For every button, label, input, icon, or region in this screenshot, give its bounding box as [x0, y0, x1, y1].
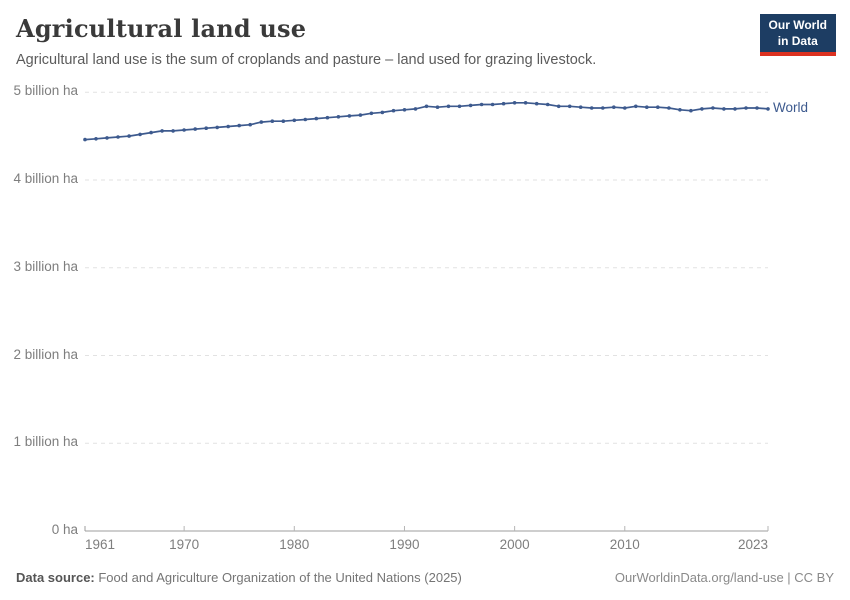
y-axis-tick-label: 4 billion ha — [13, 171, 78, 186]
y-axis-tick-label: 3 billion ha — [13, 258, 78, 274]
series-point — [193, 127, 197, 131]
series-point — [766, 107, 770, 111]
series-point — [589, 106, 594, 110]
series-point — [281, 119, 286, 123]
series-line-world — [84, 101, 769, 141]
series-point — [656, 105, 660, 109]
data-source-note: Data source: Food and Agriculture Organi… — [16, 570, 462, 585]
series-point — [105, 136, 109, 140]
series-point — [347, 114, 352, 118]
series-point — [116, 135, 120, 139]
series-point — [303, 117, 308, 122]
x-axis-tick-label: 1961 — [85, 537, 116, 552]
series-point — [623, 106, 627, 110]
series-point — [634, 104, 638, 109]
series-point — [380, 110, 385, 115]
series-point — [678, 108, 682, 112]
y-axis-tick-label: 5 billion ha — [13, 83, 78, 99]
series-point — [722, 107, 726, 111]
series-point — [402, 108, 407, 112]
series-point — [468, 103, 473, 108]
series-point — [138, 132, 142, 137]
series-point — [457, 104, 462, 109]
series-point — [479, 102, 484, 107]
series-point — [237, 123, 241, 128]
series-point — [578, 105, 583, 109]
chart-subtitle: Agricultural land use is the sum of crop… — [16, 52, 597, 68]
x-axis-tick-label: 2010 — [609, 537, 640, 552]
series-point — [83, 137, 87, 142]
series-point — [545, 102, 550, 107]
license-link[interactable]: OurWorldinData.org/land-use | CC BY — [614, 570, 834, 585]
series-point — [744, 106, 748, 110]
owid-logo: Our World in Data — [759, 14, 836, 57]
x-axis-tick-label: 2023 — [737, 537, 768, 552]
page-title: Agricultural land use — [16, 14, 307, 43]
y-axis-tick-label: 1 billion ha — [13, 434, 78, 450]
series-point — [270, 119, 275, 123]
x-axis-tick-label: 2000 — [499, 537, 530, 552]
series-point — [645, 105, 649, 109]
series-point — [127, 134, 131, 138]
series-point — [446, 104, 451, 109]
series-point — [689, 108, 693, 113]
series-point — [435, 105, 440, 109]
series-point — [733, 107, 737, 111]
series-point — [204, 126, 208, 130]
series-point — [358, 113, 363, 117]
series-point — [700, 107, 704, 111]
series-point — [215, 125, 219, 130]
series-point — [94, 137, 98, 141]
series-point — [226, 124, 230, 129]
series-point — [369, 111, 374, 116]
series-label-world[interactable]: World — [773, 99, 809, 115]
x-axis-tick-label: 1990 — [389, 537, 420, 552]
series-point — [314, 116, 319, 121]
series-point — [182, 128, 186, 132]
series-point — [325, 115, 330, 120]
series-point — [149, 130, 153, 135]
series-point — [171, 129, 175, 133]
owid-logo-line2: in Data — [777, 33, 818, 48]
series-point — [612, 105, 616, 109]
series-point — [755, 106, 759, 110]
series-point — [711, 106, 715, 110]
series-point — [490, 102, 495, 107]
series-point — [413, 107, 418, 111]
series-point — [336, 115, 341, 119]
y-axis-tick-label: 2 billion ha — [13, 346, 78, 362]
data-source-text: Food and Agriculture Organization of the… — [94, 570, 462, 585]
series-point — [667, 106, 671, 110]
data-source-label: Data source: — [16, 570, 95, 585]
series-point — [160, 129, 164, 133]
x-axis-tick-label: 1980 — [279, 537, 310, 552]
series-point — [248, 122, 252, 127]
series-point — [292, 118, 297, 123]
series-point — [501, 101, 506, 106]
series-point — [556, 104, 561, 109]
series-point — [534, 101, 539, 106]
series-point — [523, 101, 528, 105]
series-point — [512, 101, 517, 105]
series-point — [567, 104, 572, 109]
series-point — [259, 120, 264, 124]
x-axis-tick-label: 1970 — [169, 537, 200, 552]
series-point — [391, 108, 396, 113]
y-axis-tick-label: 0 ha — [51, 522, 78, 537]
owid-logo-line1: Our World — [768, 18, 827, 32]
series-point — [601, 106, 605, 110]
series-point — [424, 104, 429, 109]
